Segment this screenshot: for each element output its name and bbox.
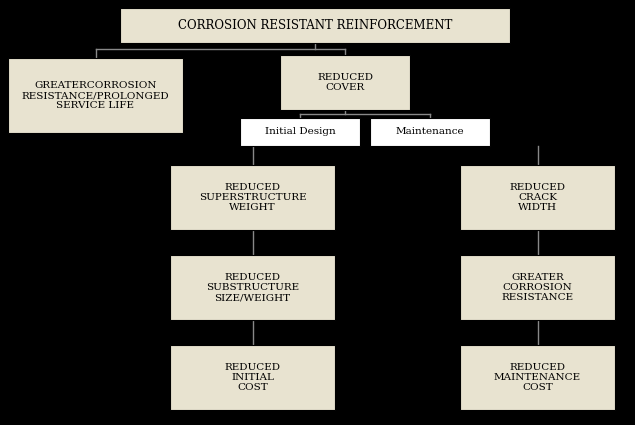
- FancyBboxPatch shape: [280, 55, 410, 110]
- FancyBboxPatch shape: [460, 255, 615, 320]
- FancyBboxPatch shape: [240, 118, 360, 146]
- Text: REDUCED
MAINTENANCE
COST: REDUCED MAINTENANCE COST: [494, 363, 581, 392]
- Text: REDUCED
COVER: REDUCED COVER: [317, 73, 373, 92]
- Text: REDUCED
SUPERSTRUCTURE
WEIGHT: REDUCED SUPERSTRUCTURE WEIGHT: [199, 183, 306, 212]
- Text: GREATERCORROSION
RESISTANCE/PROLONGED
SERVICE LIFE: GREATERCORROSION RESISTANCE/PROLONGED SE…: [22, 81, 170, 110]
- FancyBboxPatch shape: [460, 345, 615, 410]
- FancyBboxPatch shape: [170, 345, 335, 410]
- FancyBboxPatch shape: [170, 165, 335, 230]
- Text: Initial Design: Initial Design: [265, 128, 335, 136]
- FancyBboxPatch shape: [460, 165, 615, 230]
- FancyBboxPatch shape: [8, 58, 183, 133]
- Text: GREATER
CORROSION
RESISTANCE: GREATER CORROSION RESISTANCE: [502, 272, 573, 303]
- Text: REDUCED
INITIAL
COST: REDUCED INITIAL COST: [225, 363, 281, 392]
- FancyBboxPatch shape: [370, 118, 490, 146]
- FancyBboxPatch shape: [120, 8, 510, 43]
- Text: CORROSION RESISTANT REINFORCEMENT: CORROSION RESISTANT REINFORCEMENT: [178, 19, 452, 32]
- Text: REDUCED
CRACK
WIDTH: REDUCED CRACK WIDTH: [509, 183, 566, 212]
- FancyBboxPatch shape: [170, 255, 335, 320]
- Text: REDUCED
SUBSTRUCTURE
SIZE/WEIGHT: REDUCED SUBSTRUCTURE SIZE/WEIGHT: [206, 272, 299, 303]
- Text: Maintenance: Maintenance: [396, 128, 464, 136]
